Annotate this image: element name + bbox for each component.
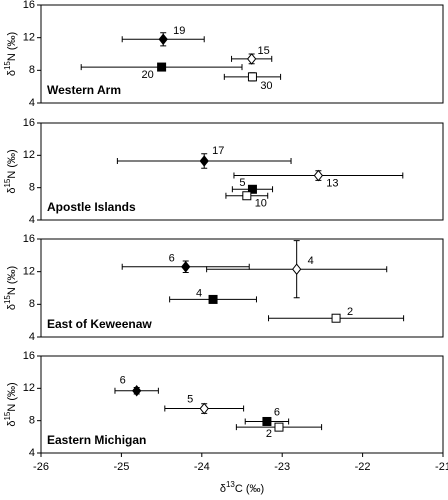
y-tick-label: 4 <box>29 214 35 226</box>
point-label: 30 <box>260 80 272 92</box>
point <box>313 169 324 182</box>
y-tick-label: 8 <box>29 298 35 310</box>
panel-label: East of Keweenaw <box>47 317 152 331</box>
point-label: 4 <box>196 287 202 299</box>
label-part: δ <box>6 421 18 427</box>
y-tick-label: 16 <box>23 350 35 362</box>
superscript: 15 <box>3 411 12 420</box>
y-tick-label: 8 <box>29 182 35 194</box>
axis-label: δ15N (‰) <box>3 149 18 193</box>
plot-frame <box>40 122 444 221</box>
y-tick-label: 12 <box>23 32 35 44</box>
label-part: δ <box>6 70 18 76</box>
panel-label: Eastern Michigan <box>47 433 146 447</box>
x-tick-label: -21 <box>435 461 448 473</box>
superscript: 15 <box>3 178 12 187</box>
axis-label: δ15N (‰) <box>3 382 18 426</box>
point-label: 2 <box>347 306 353 318</box>
label-part: N (‰) <box>6 32 18 61</box>
panel-label: Western Arm <box>47 83 121 97</box>
y-tick-label: 12 <box>23 149 35 161</box>
point <box>242 191 252 201</box>
point-label: 6 <box>120 375 126 387</box>
plot-frame <box>40 355 444 454</box>
point <box>181 260 191 273</box>
point-label: 20 <box>141 69 153 81</box>
point-label: 13 <box>326 177 338 189</box>
x-tick-label: -26 <box>33 461 49 473</box>
panel-label: Apostle Islands <box>47 200 136 214</box>
y-tick-label: 16 <box>23 117 35 129</box>
y-tick-label: 4 <box>29 97 35 109</box>
plot-frame <box>40 238 444 338</box>
x-tick-label: -22 <box>355 461 371 473</box>
label-part: δ <box>220 483 226 495</box>
point-label: 10 <box>255 198 267 210</box>
label-part: N (‰) <box>6 382 18 411</box>
y-tick-label: 4 <box>29 447 35 459</box>
y-tick-label: 16 <box>23 233 35 245</box>
point <box>292 263 302 276</box>
y-tick-label: 8 <box>29 64 35 76</box>
label-part: δ <box>6 304 18 310</box>
point <box>208 294 218 304</box>
point-label: 6 <box>274 406 280 418</box>
y-tick-label: 4 <box>29 331 35 343</box>
y-tick-label: 12 <box>23 266 35 278</box>
point <box>262 416 272 426</box>
point <box>132 384 142 397</box>
point <box>199 402 209 415</box>
superscript: 15 <box>3 295 12 304</box>
axis-label: δ15N (‰) <box>3 32 18 76</box>
point <box>199 155 209 167</box>
y-tick-label: 8 <box>29 415 35 427</box>
axis-label: δ13C (‰) <box>220 480 264 495</box>
label-part: N (‰) <box>6 149 18 178</box>
point <box>158 33 168 46</box>
label-part: δ <box>6 188 18 194</box>
superscript: 13 <box>226 480 235 489</box>
point-label: 15 <box>258 45 270 57</box>
axis-label: δ15N (‰) <box>3 266 18 310</box>
point <box>247 72 257 82</box>
point-label: 19 <box>173 25 185 37</box>
point <box>331 313 341 323</box>
label-part: N (‰) <box>6 266 18 295</box>
point-label: 6 <box>169 253 175 265</box>
point-label: 5 <box>239 177 245 189</box>
x-tick-label: -23 <box>274 461 290 473</box>
point <box>247 53 257 65</box>
point-label: 4 <box>308 255 314 267</box>
superscript: 15 <box>3 61 12 70</box>
label-part: C (‰) <box>235 483 264 495</box>
point <box>247 184 257 194</box>
x-tick-label: -25 <box>113 461 129 473</box>
y-tick-label: 16 <box>23 0 35 11</box>
point-label: 5 <box>187 393 193 405</box>
y-tick-label: 12 <box>23 382 35 394</box>
x-tick-label: -24 <box>194 461 210 473</box>
plot-frame <box>40 4 444 104</box>
point-label: 17 <box>212 145 224 157</box>
point <box>157 62 167 72</box>
point <box>274 422 284 432</box>
point-label: 2 <box>266 428 272 440</box>
